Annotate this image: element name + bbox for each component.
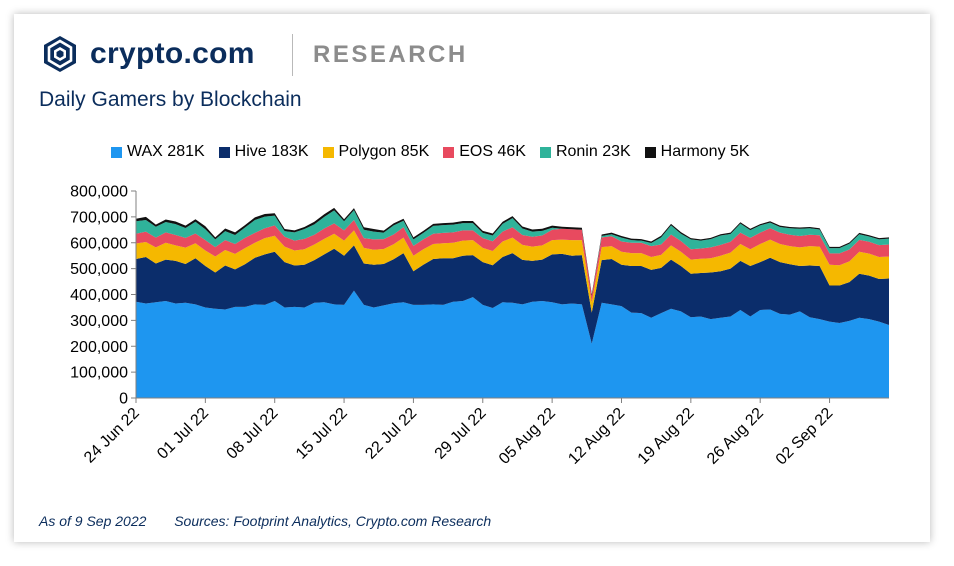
x-tick-label: 05 Aug 22	[496, 405, 559, 468]
x-tick-label: 12 Aug 22	[565, 405, 628, 468]
x-tick-label: 19 Aug 22	[635, 405, 698, 468]
x-tick-label: 26 Aug 22	[704, 405, 767, 468]
x-tick-label: 29 Jul 22	[432, 405, 490, 463]
y-tick-label: 400,000	[70, 287, 128, 304]
y-tick-label: 800,000	[70, 184, 128, 201]
legend-label-polygon: Polygon 85K	[338, 143, 430, 160]
y-tick-label: 200,000	[70, 339, 128, 356]
legend-label-ronin: Ronin 23K	[555, 143, 631, 160]
legend-swatch-ronin	[539, 146, 551, 158]
x-tick-label: 15 Jul 22	[293, 405, 351, 463]
brand-header: crypto.com	[40, 34, 255, 74]
legend-item-eos: EOS 46K	[443, 143, 526, 161]
brand-divider	[292, 34, 293, 76]
chart-title: Daily Gamers by Blockchain	[39, 88, 302, 111]
legend-swatch-wax	[111, 146, 122, 158]
legend-item-polygon: Polygon 85K	[322, 143, 430, 161]
legend-label-harmony: Harmony 5K	[660, 143, 750, 160]
x-tick-label: 24 Jun 22	[81, 405, 143, 467]
legend-item-wax: WAX 281K	[111, 143, 205, 161]
x-tick-label: 02 Sep 22	[773, 405, 837, 469]
legend-swatch-hive	[218, 146, 230, 158]
sources-note: Sources: Footprint Analytics, Crypto.com…	[174, 513, 492, 529]
chart-legend: WAX 281K Hive 183K Polygon 85K EOS 46K R…	[111, 143, 764, 161]
legend-label-eos: EOS 46K	[459, 143, 526, 160]
legend-swatch-polygon	[322, 146, 334, 158]
legend-label-wax: WAX 281K	[127, 143, 205, 160]
area-series-eos	[136, 219, 889, 303]
legend-item-ronin: Ronin 23K	[539, 143, 631, 161]
x-tick-label: 08 Jul 22	[224, 405, 282, 463]
brand-name: crypto.com	[90, 37, 255, 70]
as-of-date: As of 9 Sep 2022	[39, 513, 147, 529]
area-series-hive	[136, 245, 889, 344]
brand-research-label: RESEARCH	[313, 41, 468, 68]
legend-label-hive: Hive 183K	[234, 143, 309, 160]
crypto-com-logo-icon	[44, 36, 76, 72]
chart-footer: As of 9 Sep 2022 Sources: Footprint Anal…	[39, 513, 491, 529]
x-tick-label: 22 Jul 22	[362, 405, 420, 463]
legend-item-harmony: Harmony 5K	[644, 143, 750, 161]
area-series-polygon	[136, 230, 889, 313]
y-tick-label: 100,000	[70, 365, 128, 382]
y-tick-label: 700,000	[70, 209, 128, 226]
legend-item-hive: Hive 183K	[218, 143, 309, 161]
y-tick-label: 500,000	[70, 261, 128, 278]
y-tick-label: 300,000	[70, 313, 128, 330]
y-tick-label: 0	[119, 391, 128, 408]
legend-swatch-eos	[443, 146, 455, 158]
x-tick-label: 01 Jul 22	[154, 405, 212, 463]
area-series-wax	[136, 290, 889, 398]
legend-swatch-harmony	[644, 146, 656, 158]
y-tick-label: 600,000	[70, 235, 128, 252]
